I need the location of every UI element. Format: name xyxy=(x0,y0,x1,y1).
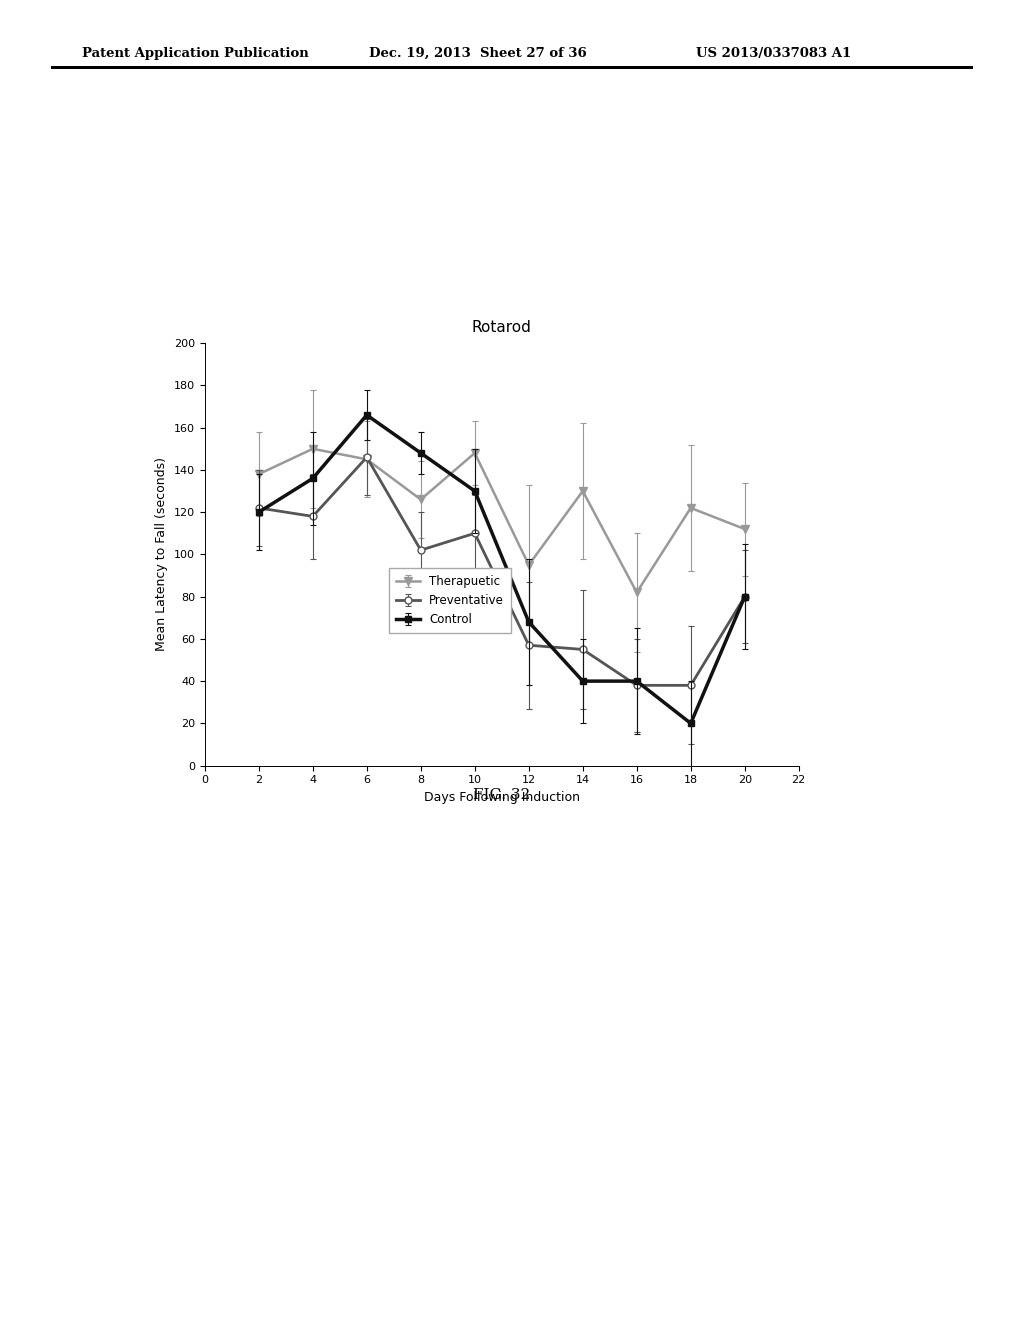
X-axis label: Days Following Induction: Days Following Induction xyxy=(424,791,580,804)
Legend: Therapuetic, Preventative, Control: Therapuetic, Preventative, Control xyxy=(389,568,511,634)
Text: Dec. 19, 2013  Sheet 27 of 36: Dec. 19, 2013 Sheet 27 of 36 xyxy=(369,46,587,59)
Text: US 2013/0337083 A1: US 2013/0337083 A1 xyxy=(696,46,852,59)
Text: Patent Application Publication: Patent Application Publication xyxy=(82,46,308,59)
Y-axis label: Mean Latency to Fall (seconds): Mean Latency to Fall (seconds) xyxy=(156,458,168,651)
Text: FIG. 32: FIG. 32 xyxy=(473,788,530,801)
Title: Rotarod: Rotarod xyxy=(472,319,531,335)
